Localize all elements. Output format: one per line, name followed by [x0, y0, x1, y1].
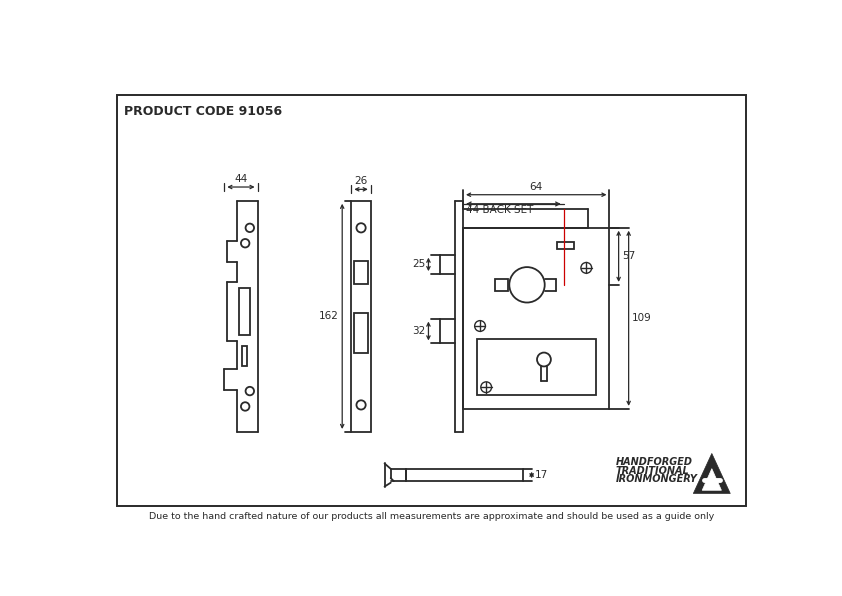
- Text: 57: 57: [621, 252, 635, 261]
- Text: 32: 32: [412, 326, 425, 336]
- Text: 44: 44: [234, 174, 248, 184]
- Text: 17: 17: [535, 470, 548, 480]
- Bar: [239, 288, 250, 335]
- Text: 109: 109: [632, 313, 652, 323]
- Bar: [351, 201, 370, 432]
- Text: 26: 26: [354, 176, 368, 186]
- Bar: [463, 228, 610, 409]
- Bar: [242, 346, 247, 367]
- Bar: [354, 261, 369, 284]
- Text: 64: 64: [530, 182, 543, 192]
- Text: 25: 25: [412, 259, 425, 269]
- Text: PRODUCT CODE 91056: PRODUCT CODE 91056: [125, 105, 282, 119]
- Bar: [463, 228, 610, 409]
- Bar: [495, 279, 508, 291]
- Text: 162: 162: [319, 311, 339, 321]
- Bar: [116, 95, 747, 506]
- Text: 44 BACK SET: 44 BACK SET: [466, 205, 534, 215]
- Text: Due to the hand crafted nature of our products all measurements are approximate : Due to the hand crafted nature of our pr…: [149, 512, 714, 521]
- Polygon shape: [702, 468, 722, 491]
- Text: TRADITIONAL: TRADITIONAL: [616, 465, 690, 476]
- Text: HANDFORGED: HANDFORGED: [616, 457, 693, 467]
- Polygon shape: [693, 454, 730, 493]
- Text: IRONMONGERY: IRONMONGERY: [616, 474, 697, 484]
- Bar: [477, 340, 595, 395]
- Bar: [354, 313, 369, 353]
- Bar: [557, 242, 574, 249]
- Bar: [406, 469, 523, 481]
